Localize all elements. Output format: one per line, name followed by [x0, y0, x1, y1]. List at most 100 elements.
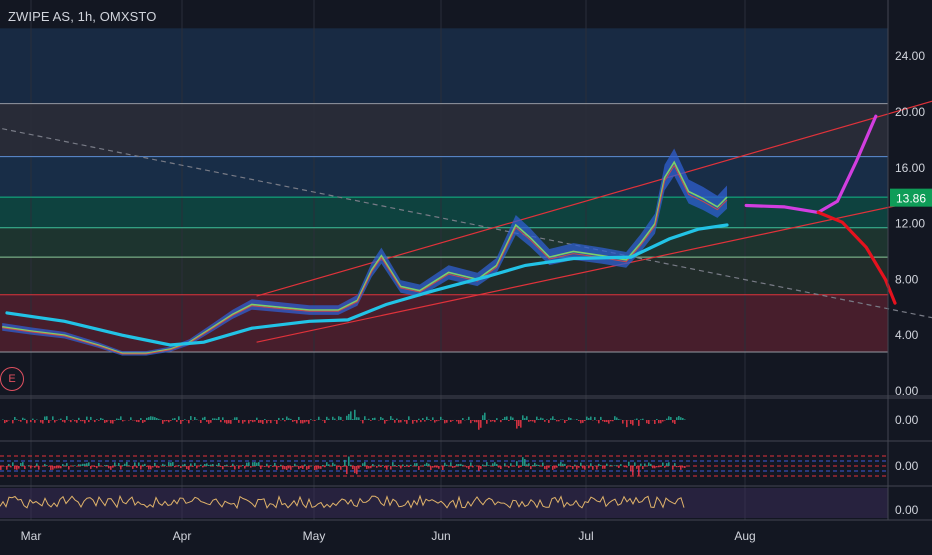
oscillator-bar [136, 420, 138, 422]
oscillator-bar [616, 417, 618, 420]
oscillator-bar [526, 416, 528, 420]
oscillator-bar [380, 417, 382, 420]
oscillator-bar [54, 466, 56, 468]
oscillator-bar [492, 420, 494, 421]
oscillator-bar [100, 418, 102, 420]
oscillator-bar [588, 418, 590, 420]
oscillator-bar [220, 466, 222, 467]
oscillator-bar [374, 418, 376, 420]
oscillator-bar [576, 466, 578, 470]
oscillator-bar [612, 420, 614, 421]
price-zone [0, 104, 888, 157]
oscillator-bar [458, 464, 460, 466]
oscillator-bar [208, 465, 210, 466]
oscillator-bar [446, 465, 448, 466]
oscillator-bar [450, 420, 452, 422]
oscillator-bar [524, 459, 526, 466]
oscillator-bar [30, 420, 32, 422]
oscillator-bar [404, 466, 406, 467]
oscillator-bar [370, 420, 372, 421]
oscillator-bar [130, 417, 132, 420]
oscillator-bar [386, 466, 388, 470]
oscillator-bar [150, 416, 152, 420]
oscillator-bar [564, 420, 566, 423]
oscillator-bar [136, 466, 138, 468]
oscillator-bar [576, 419, 578, 420]
oscillator-bar [442, 466, 444, 470]
oscillator-bar [224, 420, 226, 423]
oscillator-bar [34, 420, 36, 423]
oscillator-bar [182, 420, 184, 421]
oscillator-bar [120, 466, 122, 469]
oscillator-bar [24, 466, 26, 469]
oscillator-bar [368, 419, 370, 420]
oscillator-bar [584, 420, 586, 421]
oscillator-bar [220, 420, 222, 422]
oscillator-bar [446, 420, 448, 423]
oscillator-bar [472, 420, 474, 421]
oscillator-bar [660, 420, 662, 423]
oscillator-bar [670, 417, 672, 420]
oscillator-bar [148, 466, 150, 469]
oscillator-bar [414, 463, 416, 466]
oscillator-bar [530, 420, 532, 421]
oscillator-bar [252, 420, 254, 422]
oscillator-bar [266, 420, 268, 423]
oscillator-bar [620, 464, 622, 466]
price-zone [0, 295, 888, 352]
oscillator-bar [608, 420, 610, 424]
oscillator-bar [170, 463, 172, 466]
oscillator-bar [296, 465, 298, 466]
oscillator-bar [548, 466, 550, 468]
oscillator-bar [326, 462, 328, 466]
oscillator-bar [142, 465, 144, 466]
oscillator-bar [168, 420, 170, 422]
oscillator-bar [162, 420, 164, 424]
oscillator-bar [50, 466, 52, 470]
oscillator-bar [542, 418, 544, 420]
price-tick-label: 20.00 [895, 105, 925, 119]
oscillator-bar [154, 463, 156, 466]
oscillator-bar [84, 420, 86, 423]
oscillator-bar [34, 466, 36, 468]
oscillator-bar [158, 466, 160, 468]
oscillator-bar [492, 463, 494, 466]
oscillator-bar [390, 466, 392, 469]
oscillator-bar [82, 420, 84, 421]
oscillator-bar [524, 418, 526, 420]
oscillator-bar [164, 465, 166, 466]
oscillator-bar [386, 420, 388, 421]
oscillator-bar [580, 420, 582, 423]
oscillator-bar [362, 463, 364, 466]
oscillator-bar [610, 465, 612, 466]
oscillator-bar [592, 466, 594, 470]
oscillator-bar [40, 420, 42, 423]
oscillator-bar [214, 418, 216, 420]
oscillator-bar [190, 416, 192, 420]
oscillator-bar [216, 419, 218, 420]
oscillator-bar [308, 466, 310, 469]
oscillator-bar [60, 466, 62, 468]
oscillator-bar [430, 466, 432, 470]
oscillator-bar [642, 466, 644, 469]
oscillator-bar [56, 420, 58, 421]
oscillator-bar [186, 466, 188, 469]
oscillator-bar [300, 420, 302, 423]
earnings-badge[interactable]: E [0, 367, 24, 391]
oscillator-bar [194, 417, 196, 420]
oscillator-bar [120, 416, 122, 420]
oscillator-bar [66, 416, 68, 420]
oscillator-bar [48, 420, 50, 423]
oscillator-bar [678, 416, 680, 420]
oscillator-bar [174, 418, 176, 420]
oscillator-bar [568, 417, 570, 420]
oscillator-bar [326, 417, 328, 420]
oscillator-bar [664, 420, 666, 421]
oscillator-bar [654, 466, 656, 468]
oscillator-bar [42, 466, 44, 467]
oscillator-bar [304, 420, 306, 423]
oscillator-bar [152, 417, 154, 420]
oscillator-bar [170, 420, 172, 421]
